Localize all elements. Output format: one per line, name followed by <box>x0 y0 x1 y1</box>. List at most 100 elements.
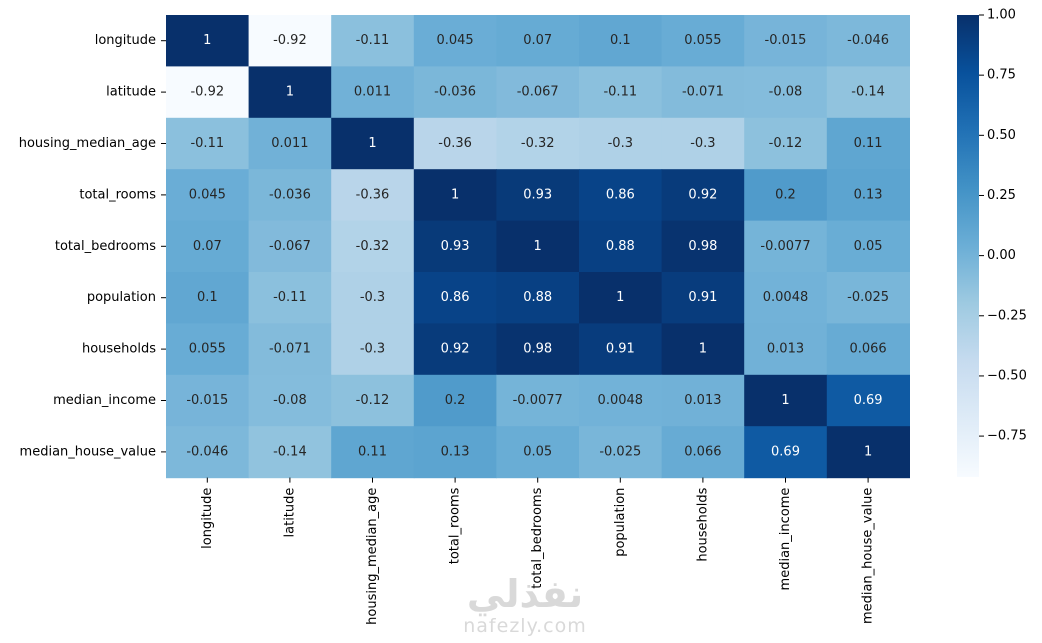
heatmap-cell <box>826 323 910 376</box>
heatmap-cell <box>496 66 580 119</box>
heatmap-cell-label: -0.32 <box>521 136 555 151</box>
colorbar: 1.00 0.75 0.50 0.25 0.00 −0.25 −0.50 −0.75 <box>957 8 1027 477</box>
heatmap-cell <box>413 66 497 119</box>
heatmap-cell <box>496 220 580 273</box>
heatmap-cell-label: 1 <box>368 136 376 151</box>
heatmap-cell-label: -0.025 <box>847 290 889 305</box>
colorbar-tick-label: −0.50 <box>987 368 1027 383</box>
column-tick-label: median_house_value <box>861 488 876 624</box>
heatmap-cell-label: 1 <box>699 342 707 357</box>
heatmap-cell <box>661 15 745 67</box>
heatmap-cell-label: -0.015 <box>186 393 228 408</box>
heatmap-cell <box>496 323 580 376</box>
heatmap-cell-label: 0.88 <box>523 290 552 305</box>
heatmap-cell <box>331 66 415 119</box>
heatmap-cell <box>661 374 745 427</box>
column-tick-label: population <box>613 488 628 557</box>
heatmap-cell <box>579 66 663 119</box>
heatmap-cell-label: -0.071 <box>682 85 724 100</box>
heatmap-cell <box>744 117 828 170</box>
row-tick-label: total_bedrooms <box>55 239 156 254</box>
heatmap-cell-label: -0.11 <box>356 33 390 48</box>
row-tick-label: longitude <box>95 33 156 48</box>
heatmap-cell <box>248 272 332 324</box>
heatmap-cell-label: 0.13 <box>854 187 883 202</box>
heatmap-cell-label: -0.14 <box>273 444 307 459</box>
colorbar-tick-label: 0.50 <box>987 128 1016 143</box>
heatmap-cell-label: -0.11 <box>273 290 307 305</box>
heatmap-cell <box>661 117 745 170</box>
colorbar-tick-label: 0.75 <box>987 68 1016 83</box>
heatmap-cell <box>248 66 332 119</box>
heatmap-cell <box>331 323 415 376</box>
heatmap-cell-label: -0.11 <box>190 136 224 151</box>
heatmap-cell <box>248 15 332 67</box>
heatmap-cell <box>331 117 415 170</box>
row-tick-label: households <box>82 342 156 357</box>
heatmap-cell <box>661 272 745 324</box>
heatmap-cell <box>248 117 332 170</box>
heatmap-cell-label: 0.91 <box>606 342 635 357</box>
heatmap-cell <box>579 323 663 376</box>
heatmap-cell-label: -0.36 <box>438 136 472 151</box>
heatmap-cell <box>331 374 415 427</box>
heatmap-cell-label: -0.3 <box>360 290 385 305</box>
heatmap-cell <box>248 169 332 222</box>
heatmap-cell-label: 1 <box>286 85 294 100</box>
heatmap-cell <box>579 426 663 479</box>
heatmap-cell <box>579 117 663 170</box>
heatmap-cell-label: 0.07 <box>193 239 222 254</box>
heatmap-cell-label: 1 <box>451 187 459 202</box>
heatmap-cell <box>826 426 910 479</box>
heatmap-cell-label: 1 <box>781 393 789 408</box>
heatmap-cell-label: 0.05 <box>854 239 883 254</box>
column-tick-label: latitude <box>282 488 297 538</box>
heatmap-cell <box>413 323 497 376</box>
heatmap-cell-label: 1 <box>534 239 542 254</box>
heatmap-cell-label: -0.08 <box>273 393 307 408</box>
colorbar-tick-label: 1.00 <box>987 8 1016 23</box>
heatmap-cell <box>496 374 580 427</box>
heatmap-cell <box>413 374 497 427</box>
heatmap-cell <box>826 169 910 222</box>
heatmap-cell-label: 0.011 <box>354 85 391 100</box>
heatmap-cell <box>579 169 663 222</box>
heatmap-cell <box>744 374 828 427</box>
heatmap-cell <box>661 169 745 222</box>
heatmap-cell-label: 0.011 <box>271 136 308 151</box>
heatmap-cell <box>496 272 580 324</box>
heatmap-cell-labels: 1 -0.92 -0.11 0.045 0.07 0.1 0.055 -0.015 -0.046… <box>186 33 889 459</box>
column-tick-label: households <box>695 487 710 561</box>
heatmap-cell-label: -0.046 <box>186 444 228 459</box>
heatmap-cell <box>248 220 332 273</box>
heatmap-cell-label: 0.055 <box>684 33 721 48</box>
heatmap-cell-label: -0.025 <box>599 444 641 459</box>
heatmap-cell-label: 0.0048 <box>598 393 644 408</box>
heatmap-cell-label: 0.045 <box>189 187 226 202</box>
column-tick-label: housing_median_age <box>365 488 380 625</box>
heatmap-cell <box>496 15 580 67</box>
heatmap-cell-label: -0.92 <box>273 33 307 48</box>
heatmap-cell <box>744 66 828 119</box>
heatmap-cell-label: 0.98 <box>688 239 717 254</box>
heatmap-cell <box>826 66 910 119</box>
heatmap-cell <box>166 15 250 67</box>
column-tick-label: longitude <box>200 488 215 549</box>
heatmap-cell-label: -0.036 <box>434 85 476 100</box>
heatmap-cell <box>413 426 497 479</box>
heatmap-cell-label: -0.067 <box>269 239 311 254</box>
heatmap-cell-label: 0.11 <box>854 136 883 151</box>
heatmap-cell-label: 0.013 <box>767 342 804 357</box>
heatmap-cell <box>744 15 828 67</box>
heatmap-cell-label: -0.0077 <box>513 393 563 408</box>
heatmap-cell <box>413 169 497 222</box>
heatmap-cell <box>826 117 910 170</box>
heatmap-cell <box>826 15 910 67</box>
heatmap-cell <box>413 220 497 273</box>
heatmap-cell-label: -0.067 <box>517 85 559 100</box>
heatmap-cell <box>413 15 497 67</box>
heatmap-cell <box>331 169 415 222</box>
heatmap-cell-label: 0.13 <box>441 444 470 459</box>
heatmap-cell-label: 0.0048 <box>763 290 809 305</box>
